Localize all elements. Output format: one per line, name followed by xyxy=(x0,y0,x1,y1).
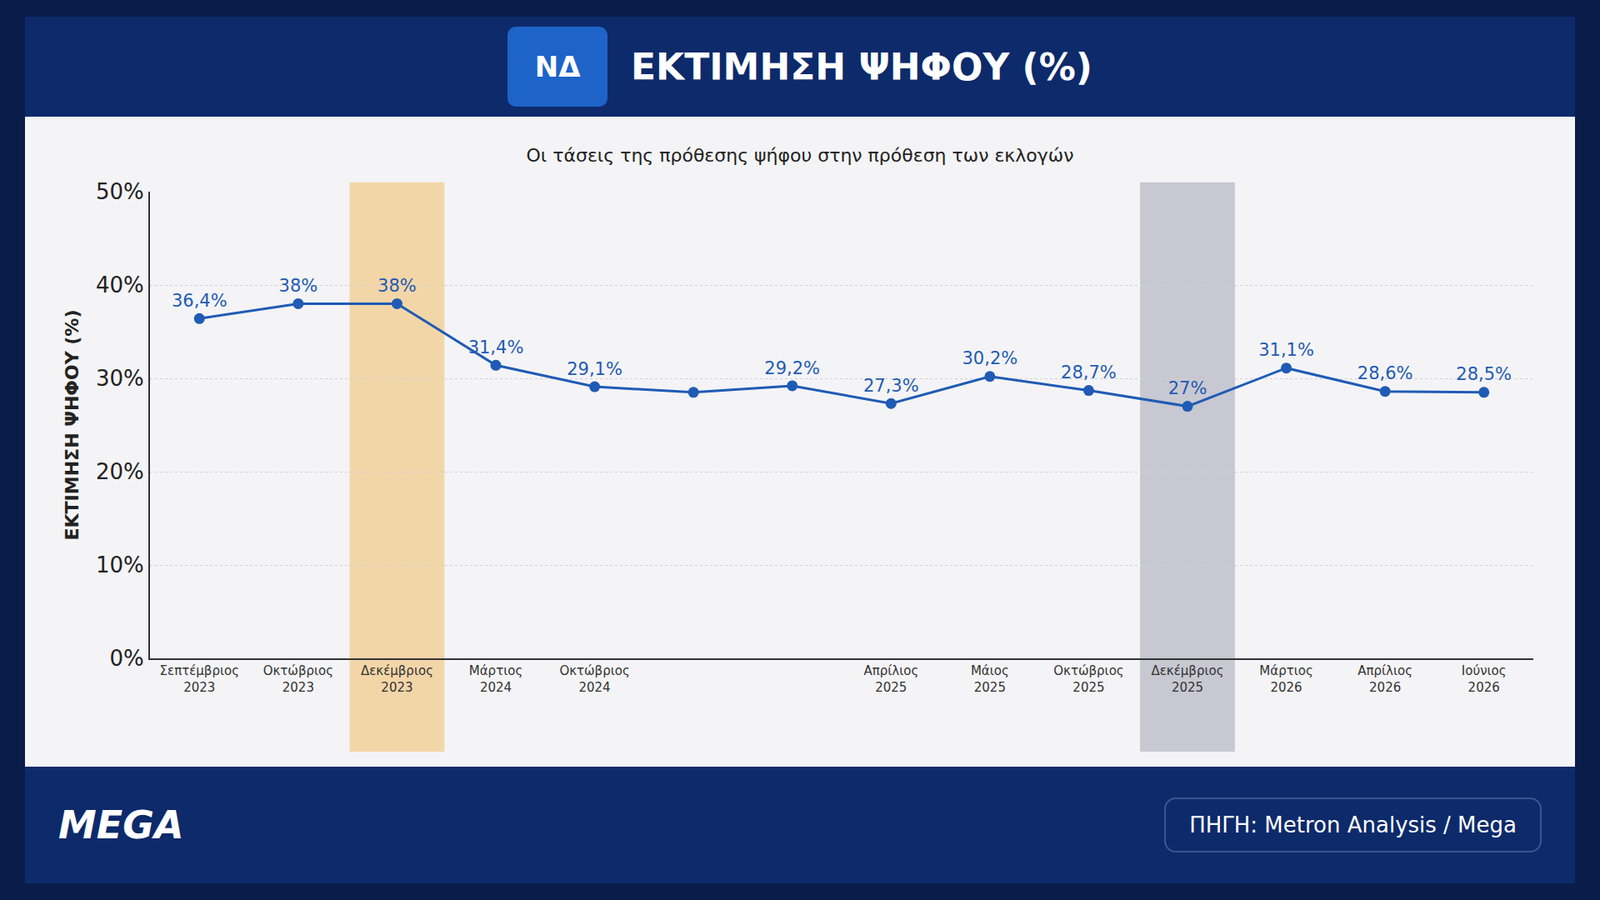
html-text:ΝΔ: ΝΔ xyxy=(534,50,581,84)
svg-text:28,5%: 28,5% xyxy=(1455,364,1512,385)
svg-text:Οι τάσεις της πρόθεσης ψήφου σ: Οι τάσεις της πρόθεσης ψήφου στην πρόθεσ… xyxy=(525,145,1074,166)
svg-text:28,7%: 28,7% xyxy=(1060,362,1117,383)
svg-text:50%: 50% xyxy=(95,179,145,205)
svg-text:ΕΚΤΙΜΗΣΗ ΨΗΦΟΥ (%): ΕΚΤΙΜΗΣΗ ΨΗΦΟΥ (%) xyxy=(61,310,83,541)
svg-text:Σεπτέμβριος2023: Σεπτέμβριος2023 xyxy=(160,663,240,695)
svg-text:29,2%: 29,2% xyxy=(764,358,820,379)
svg-text:31,1%: 31,1% xyxy=(1258,340,1315,360)
svg-text:Οκτώβριος2023: Οκτώβριος2023 xyxy=(263,663,334,695)
svg-text:27,3%: 27,3% xyxy=(863,375,920,396)
svg-text:Δεκέμβριος2025: Δεκέμβριος2025 xyxy=(1150,663,1224,695)
svg-text:28,6%: 28,6% xyxy=(1357,363,1414,384)
svg-text:27%: 27% xyxy=(1168,378,1208,399)
svg-text:Δεκέμβριος2023: Δεκέμβριος2023 xyxy=(360,663,434,695)
html-text:ΕΚΤΙΜΗΣΗ ΨΗΦΟΥ (%): ΕΚΤΙΜΗΣΗ ΨΗΦΟΥ (%) xyxy=(630,45,1093,88)
svg-text:10%: 10% xyxy=(95,552,145,578)
svg-text:Μάρτιος2024: Μάρτιος2024 xyxy=(469,663,523,695)
svg-text:Απρίλιος2026: Απρίλιος2026 xyxy=(1357,663,1413,695)
svg-text:40%: 40% xyxy=(95,272,145,298)
svg-text:38%: 38% xyxy=(279,275,319,296)
svg-text:20%: 20% xyxy=(95,459,145,485)
svg-text:Ιούνιος2026: Ιούνιος2026 xyxy=(1461,663,1507,695)
html-text:ΠΗΓΗ: Metron Analysis / Mega: ΠΗΓΗ: Metron Analysis / Mega xyxy=(1189,812,1517,838)
svg-text:38%: 38% xyxy=(377,275,417,296)
svg-text:Απρίλιος2025: Απρίλιος2025 xyxy=(863,663,919,695)
svg-text:29,1%: 29,1% xyxy=(566,359,623,380)
html-text:MEGA: MEGA xyxy=(58,802,184,848)
svg-text:30%: 30% xyxy=(95,365,145,391)
svg-text:30,2%: 30,2% xyxy=(962,348,1019,369)
svg-text:Μάιος2025: Μάιος2025 xyxy=(970,663,1010,695)
svg-text:0%: 0% xyxy=(110,645,145,671)
svg-text:31,4%: 31,4% xyxy=(468,337,525,358)
svg-text:Οκτώβριος2024: Οκτώβριος2024 xyxy=(559,663,630,695)
svg-text:Μάρτιος2026: Μάρτιος2026 xyxy=(1259,663,1313,695)
svg-text:Οκτώβριος2025: Οκτώβριος2025 xyxy=(1053,663,1124,695)
svg-text:36,4%: 36,4% xyxy=(171,290,228,311)
